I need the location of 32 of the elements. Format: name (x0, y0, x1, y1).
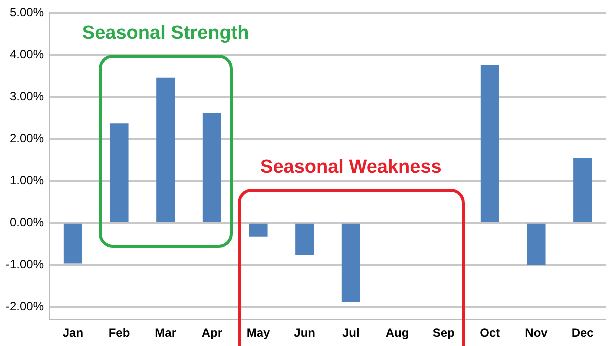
bar (156, 78, 176, 222)
x-tick-label: Feb (108, 326, 130, 340)
y-tick-label: 1.00% (10, 173, 44, 188)
y-tick-label: -2.00% (6, 299, 44, 314)
bar (480, 65, 500, 222)
x-tick-label: Jun (294, 326, 316, 340)
annotation: Seasonal Weakness (260, 157, 442, 180)
y-tick-label: 2.00% (10, 131, 44, 146)
x-tick-label: Nov (525, 326, 548, 340)
bar (64, 224, 82, 264)
y-tick-label: 3.00% (10, 89, 44, 104)
x-tick-label: Jul (342, 326, 360, 340)
x-tick-label: May (246, 326, 271, 340)
bar (574, 158, 592, 222)
bar (342, 224, 360, 302)
bar (249, 224, 268, 237)
y-tick-label: 0.00% (10, 215, 44, 230)
x-tick-label: Aug (386, 326, 410, 340)
y-tick-label: 5.00% (10, 6, 44, 20)
bar (110, 124, 129, 222)
x-tick-label: Oct (480, 326, 500, 340)
bar (202, 114, 222, 222)
y-tick-label: -1.00% (6, 257, 44, 272)
bar (527, 224, 546, 266)
x-tick-label: Dec (572, 326, 594, 340)
x-tick-label: Sep (432, 326, 455, 340)
x-tick-label: Apr (202, 326, 223, 340)
annotation: Seasonal Strength (82, 23, 250, 46)
bar (296, 224, 314, 256)
x-tick-label: Mar (155, 326, 177, 340)
y-tick-label: 4.00% (10, 47, 44, 62)
x-tick-label: Jan (62, 326, 84, 340)
